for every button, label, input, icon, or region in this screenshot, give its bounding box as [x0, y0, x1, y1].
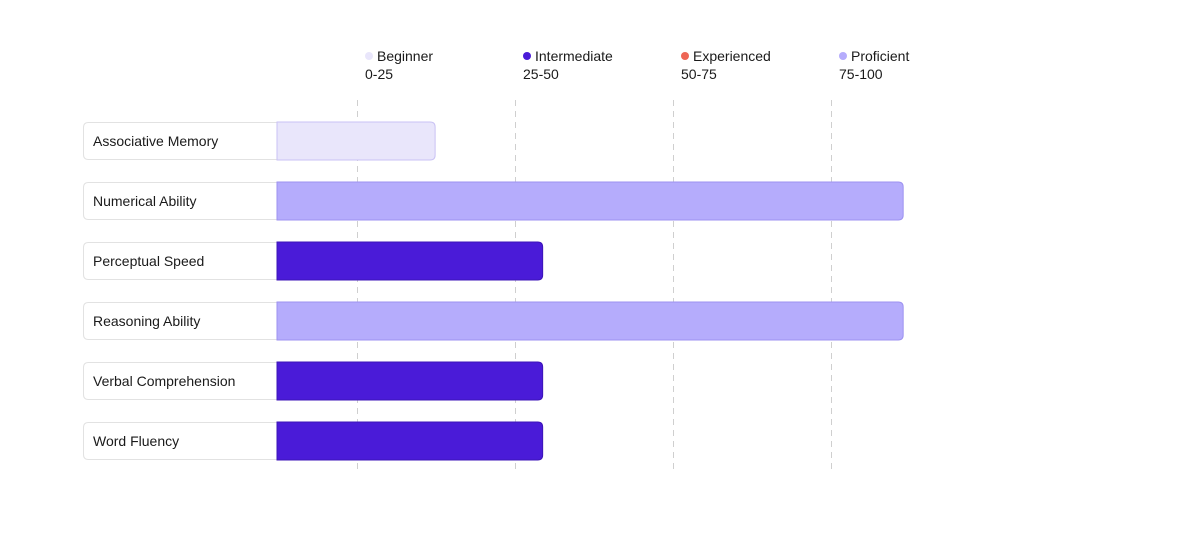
legend-range: 50-75: [681, 66, 717, 82]
legend-swatch: [839, 52, 847, 60]
legend-label: Experienced: [693, 48, 771, 64]
category-label-box: [83, 182, 278, 220]
gridlines: [357, 100, 832, 474]
category-label: Numerical Ability: [93, 193, 196, 209]
bar: [276, 181, 904, 221]
bar-row: Word Fluency: [83, 421, 544, 461]
bar-row: Reasoning Ability: [83, 301, 904, 341]
category-label-box: [83, 362, 278, 400]
legend-swatch: [523, 52, 531, 60]
category-label: Reasoning Ability: [93, 313, 200, 329]
legend-range: 75-100: [839, 66, 883, 82]
category-label-box: [83, 422, 278, 460]
bar-row: Perceptual Speed: [83, 241, 544, 281]
category-label: Associative Memory: [93, 133, 218, 149]
bar: [276, 361, 544, 401]
category-label-box: [83, 122, 278, 160]
bar-row: Numerical Ability: [83, 181, 904, 221]
legend-swatch: [365, 52, 373, 60]
legend-label: Proficient: [851, 48, 909, 64]
legend-range: 25-50: [523, 66, 559, 82]
bar-row: Verbal Comprehension: [83, 361, 544, 401]
legend-label: Intermediate: [535, 48, 613, 64]
legend-item: Experienced 50-75: [681, 48, 771, 82]
bar-row: Associative Memory: [83, 121, 436, 161]
category-label: Perceptual Speed: [93, 253, 204, 269]
bar: [276, 241, 544, 281]
bar: [276, 121, 436, 161]
legend-item: Intermediate 25-50: [523, 48, 613, 82]
category-label: Verbal Comprehension: [93, 373, 235, 389]
legend-swatch: [681, 52, 689, 60]
legend-item: Proficient 75-100: [839, 48, 909, 82]
rows: Associative Memory Numerical Ability Perce…: [83, 121, 904, 461]
category-label-box: [83, 302, 278, 340]
legend-item: Beginner 0-25: [365, 48, 433, 82]
legend-range: 0-25: [365, 66, 393, 82]
bar: [276, 301, 904, 341]
bar: [276, 421, 544, 461]
legend-label: Beginner: [377, 48, 433, 64]
category-label: Word Fluency: [93, 433, 179, 449]
category-label-box: [83, 242, 278, 280]
legend: Beginner 0-25 Intermediate 25-50 Experienced…: [365, 48, 909, 82]
